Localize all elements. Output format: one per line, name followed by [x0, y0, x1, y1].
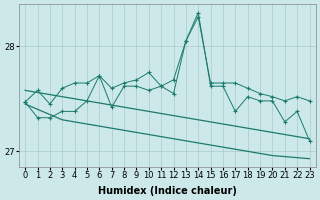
X-axis label: Humidex (Indice chaleur): Humidex (Indice chaleur)	[98, 186, 237, 196]
